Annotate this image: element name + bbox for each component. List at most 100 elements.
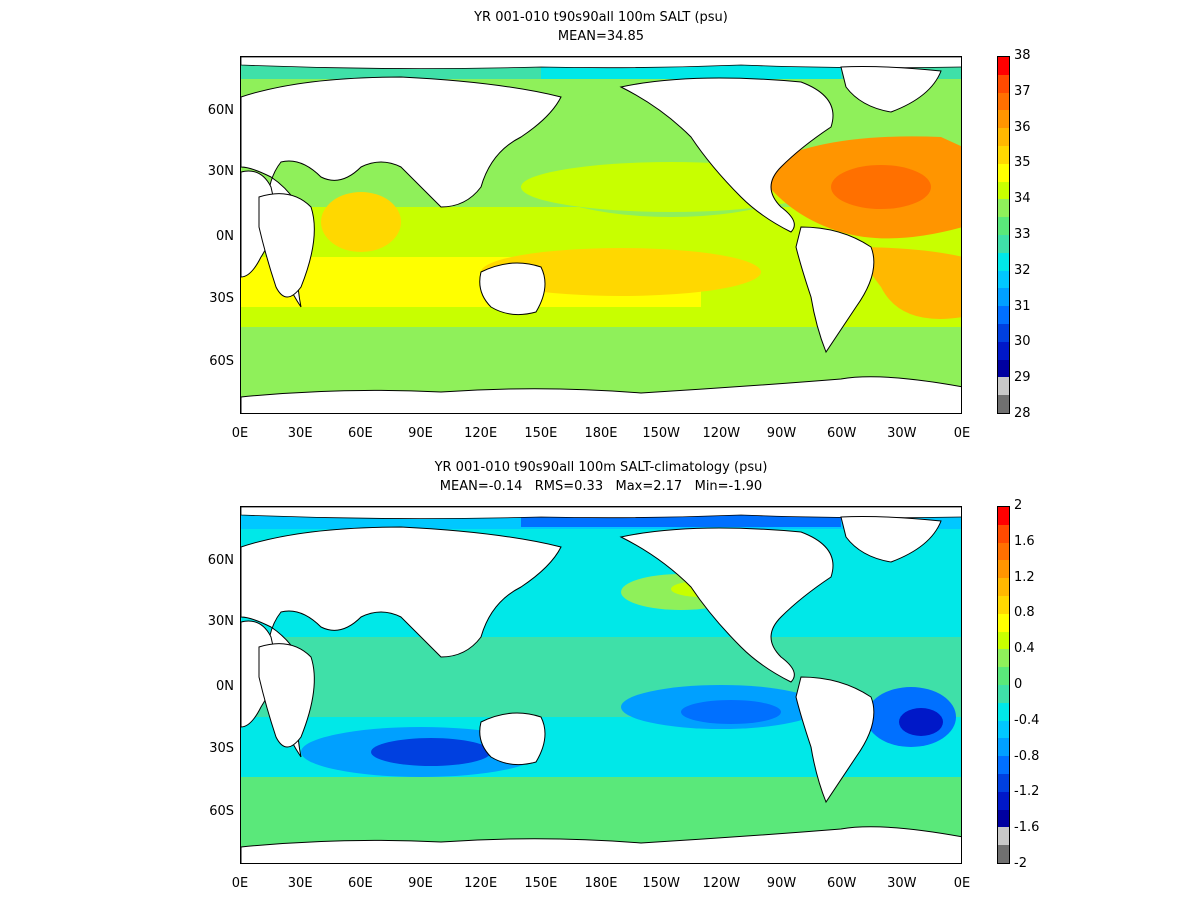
x-tick-label: 90E: [408, 426, 433, 441]
colorbar-label: -2: [1014, 856, 1027, 871]
colorbar-swatch: [998, 181, 1009, 200]
y-tick-label: 60S: [209, 804, 234, 820]
colorbar-swatch: [998, 631, 1009, 650]
colorbar-label: 32: [1014, 262, 1031, 278]
y-tick-label: 30S: [209, 291, 234, 307]
colorbar-label: 29: [1014, 370, 1031, 386]
colorbar-swatch: [998, 684, 1009, 703]
colorbar-label: 36: [1014, 119, 1031, 135]
colorbar-swatch: [998, 667, 1009, 685]
x-tick-label: 0E: [953, 426, 971, 441]
colorbar-swatch: [998, 720, 1009, 739]
colorbar-label: 28: [1014, 406, 1031, 421]
x-tick-label: 30W: [887, 876, 917, 891]
colorbar-swatch: [998, 377, 1009, 396]
colorbar-swatch: [998, 791, 1009, 810]
y-tick-label: 0N: [216, 678, 234, 694]
x-tick-label: 120E: [464, 426, 498, 441]
colorbar-swatch: [998, 252, 1009, 271]
y-tick-label: 0N: [216, 228, 234, 244]
colorbar-swatch: [998, 809, 1009, 828]
salinity-map: [240, 56, 962, 414]
colorbar-swatch: [998, 507, 1009, 525]
x-tick-label: 150W: [642, 426, 680, 441]
colorbar-label: 37: [1014, 83, 1031, 99]
colorbar-label: 35: [1014, 155, 1031, 171]
colorbar-swatch: [998, 217, 1009, 235]
x-tick-label: 120W: [702, 876, 741, 891]
x-tick-label: 180E: [584, 426, 618, 441]
colorbar-swatch: [998, 845, 1009, 863]
colorbar-label: 31: [1014, 298, 1031, 314]
colorbar-label: 0: [1014, 677, 1023, 692]
colorbar-label: -1.2: [1014, 784, 1040, 800]
colorbar-label: 1.2: [1014, 569, 1035, 585]
x-tick-label: 90W: [766, 426, 797, 441]
x-tick-label: 30W: [887, 426, 917, 441]
colorbar-swatch: [998, 827, 1009, 846]
colorbar-swatch: [998, 595, 1009, 614]
x-tick-label: 30E: [287, 876, 313, 891]
colorbar-swatch: [998, 199, 1009, 218]
colorbar-label: 2: [1014, 498, 1023, 513]
y-tick-label: 30N: [207, 614, 234, 630]
colorbar-label: -0.4: [1014, 712, 1040, 728]
salinity-map-svg: [241, 57, 961, 413]
colorbar-swatch: [998, 578, 1009, 596]
colorbar-swatch: [998, 234, 1009, 253]
colorbar-label: 34: [1014, 191, 1031, 207]
colorbar-swatch: [998, 756, 1009, 774]
x-tick-label: 0E: [953, 876, 971, 891]
x-tick-label: 90E: [408, 876, 433, 891]
colorbar-swatch: [998, 92, 1009, 111]
colorbar-swatch: [998, 74, 1009, 93]
colorbar-swatch: [998, 341, 1009, 360]
colorbar-swatch: [998, 649, 1009, 668]
colorbar-swatch: [998, 288, 1009, 307]
colorbar-swatch: [998, 702, 1009, 721]
colorbar-label: 33: [1014, 227, 1031, 242]
salinity-anomaly-map-svg: [241, 507, 961, 863]
x-tick-label: 30E: [287, 426, 313, 441]
salinity-anomaly-map: [240, 506, 962, 864]
x-tick-label: 90W: [766, 876, 797, 891]
y-tick-label: 60N: [207, 103, 234, 119]
colorbar-swatch: [998, 395, 1009, 413]
colorbar-swatch: [998, 560, 1009, 579]
colorbar-swatch: [998, 110, 1009, 129]
y-tick-label: 30S: [209, 741, 234, 757]
panel1-mean: MEAN=34.85: [557, 29, 645, 44]
colorbar-swatch: [998, 542, 1009, 561]
colorbar-swatch: [998, 128, 1009, 146]
x-tick-label: 60W: [826, 426, 857, 441]
y-tick-label: 30N: [207, 164, 234, 180]
x-tick-label: 60E: [347, 876, 373, 891]
colorbar-swatch: [998, 738, 1009, 757]
x-tick-label: 0E: [231, 876, 249, 891]
colorbar-swatch: [998, 270, 1009, 289]
x-tick-label: 60E: [347, 426, 373, 441]
colorbar-swatch: [998, 524, 1009, 543]
colorbar-swatch: [998, 163, 1009, 182]
colorbar-swatch: [998, 773, 1009, 792]
colorbar-label: 0.8: [1014, 605, 1035, 621]
x-tick-label: 150E: [524, 426, 558, 441]
x-tick-label: 180E: [584, 876, 618, 891]
x-tick-label: 60W: [826, 876, 857, 891]
panel1-colorbar: [997, 56, 1010, 414]
panel1-title: YR 001-010 t90s90all 100m SALT (psu): [474, 10, 728, 25]
colorbar-label: 30: [1014, 334, 1031, 350]
colorbar-swatch: [998, 145, 1009, 164]
colorbar-swatch: [998, 306, 1009, 324]
colorbar-swatch: [998, 57, 1009, 75]
panel2-colorbar: [997, 506, 1010, 864]
colorbar-swatch: [998, 323, 1009, 342]
x-tick-label: 150E: [524, 876, 558, 891]
colorbar-label: 1.6: [1014, 533, 1035, 549]
colorbar-label: 38: [1014, 48, 1031, 63]
colorbar-swatch: [998, 359, 1009, 378]
colorbar-label: -0.8: [1014, 748, 1040, 764]
colorbar-swatch: [998, 613, 1009, 632]
y-tick-label: 60N: [207, 553, 234, 569]
x-tick-label: 120W: [702, 426, 741, 441]
